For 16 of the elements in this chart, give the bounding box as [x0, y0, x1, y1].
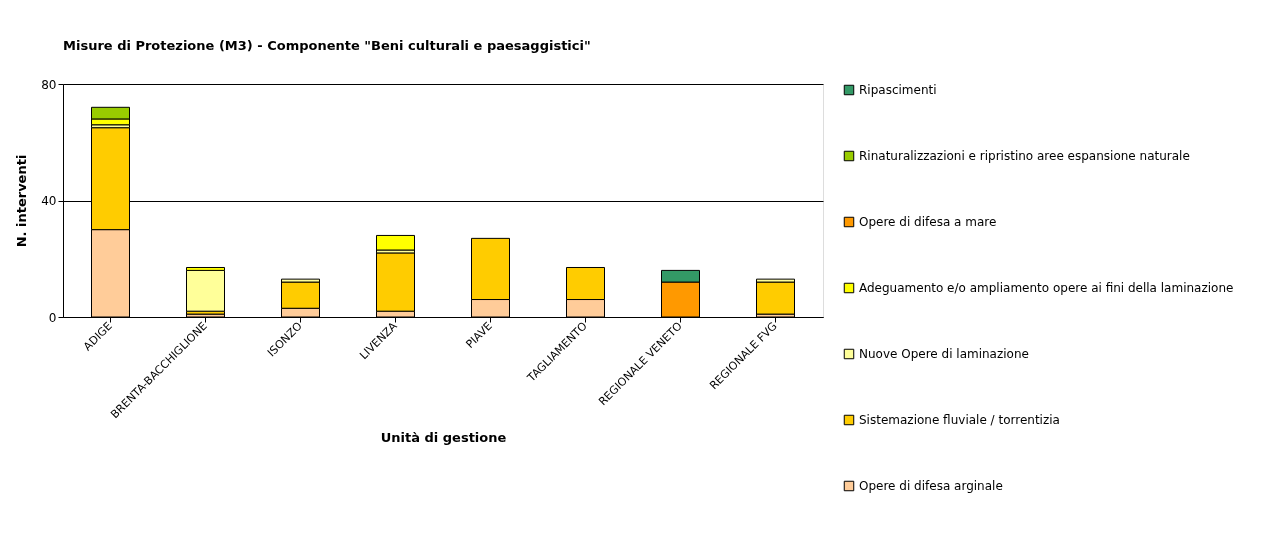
y-tick-label: 80 [41, 77, 57, 92]
legend-label: Sistemazione fluviale / torrentizia [859, 413, 1060, 427]
legend-label: Ripascimenti [859, 83, 937, 97]
legend-label: Adeguamento e/o ampliamento opere ai fini della laminazione [859, 281, 1234, 295]
x-axis-title: Unità di gestione [380, 430, 507, 446]
y-tick-label: 40 [41, 194, 57, 208]
legend-label: Rinaturalizzazioni e ripristino aree espansione naturale [859, 149, 1190, 163]
chart-title: Misure di Protezione (M3) - Componente "Beni culturali e paesaggistici" [63, 38, 591, 53]
legend-label: Opere di difesa arginale [859, 479, 1003, 493]
legend-label: Opere di difesa a mare [859, 215, 997, 229]
bar [376, 234, 415, 251]
y-axis-title: N. interventi [14, 154, 30, 248]
bar [186, 269, 225, 312]
y-tick-label: 0 [48, 310, 57, 325]
bar [756, 281, 795, 315]
legend-label: Nuove Opere di laminazione [859, 347, 1029, 361]
